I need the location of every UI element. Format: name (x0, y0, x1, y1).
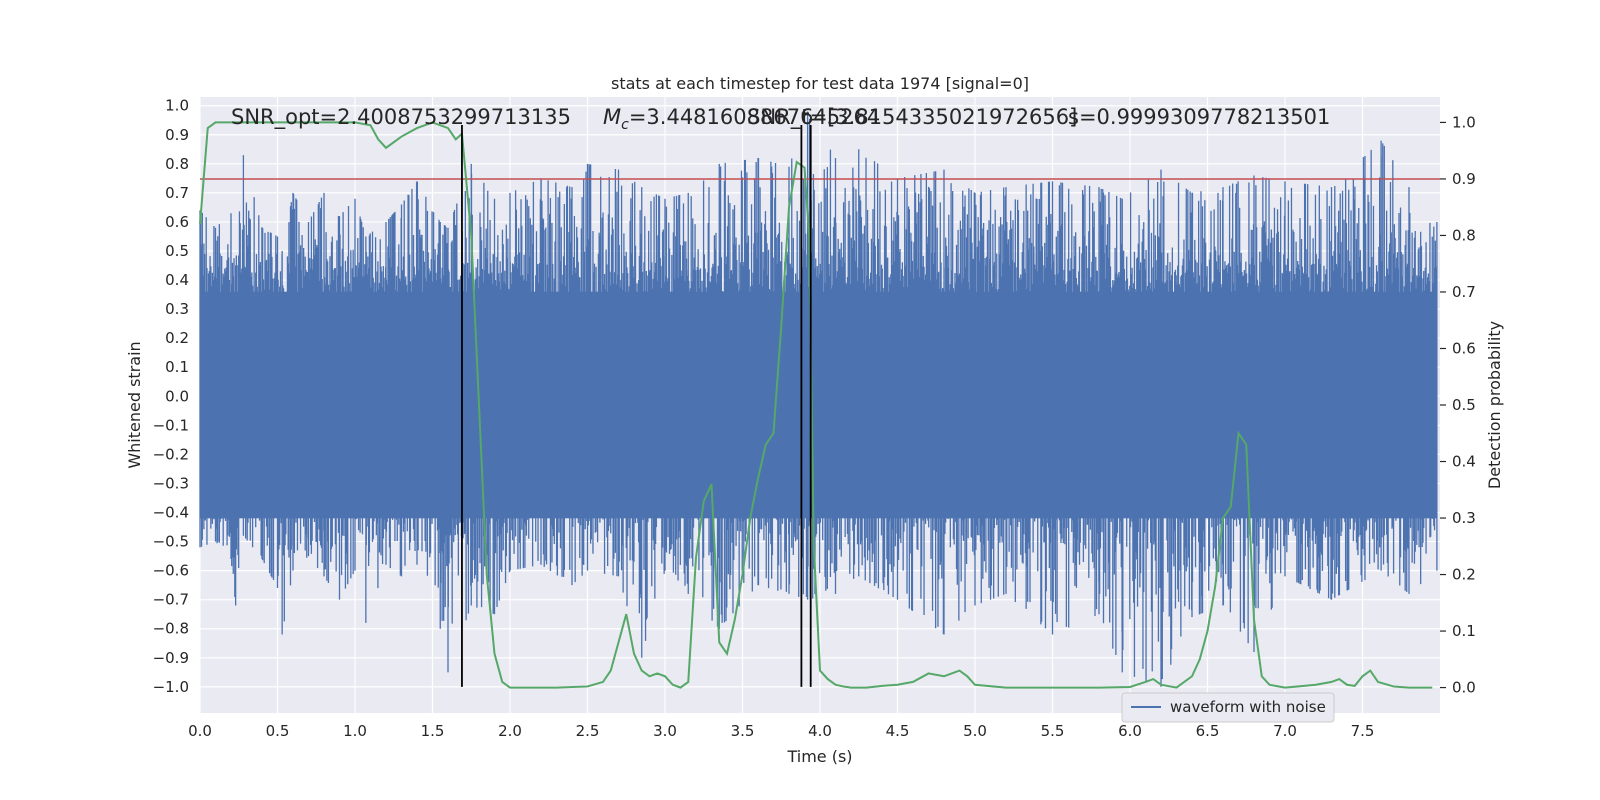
x-tick-label: 3.5 (731, 722, 755, 740)
x-axis-label: Time (s) (786, 747, 852, 766)
y-tick-label: 0.9 (165, 126, 189, 144)
y-tick-label: −0.5 (153, 533, 189, 551)
waveform-core (200, 291, 1437, 519)
y-tick-label: −0.1 (153, 416, 189, 434)
x-tick-label: 6.5 (1196, 722, 1220, 740)
y-tick-label: −1.0 (153, 678, 189, 696)
y2-tick-label: 0.1 (1452, 622, 1476, 640)
annotations: SNR_opt=2.4008753299713135 Mc=3.448160886… (231, 105, 1330, 133)
chart-title: stats at each timestep for test data 197… (611, 74, 1029, 93)
legend: waveform with noise (1121, 692, 1335, 723)
overlay (199, 121, 1440, 689)
annotation-0: SNR_opt=2.4008753299713135 (231, 105, 571, 130)
y-tick-label: −0.6 (153, 562, 189, 580)
x-tick-label: 0.5 (266, 722, 290, 740)
y-tick-label: −0.9 (153, 649, 189, 667)
x-tick-label: 0.0 (188, 722, 212, 740)
legend-label: waveform with noise (1170, 698, 1326, 716)
y-axis-right: 1.0 0.9 0.8 0.7 0.6 0.5 0.4 0.3 0.2 0.1 0.0 (1440, 113, 1476, 697)
x-tick-label: 1.0 (343, 722, 367, 740)
y-tick-label: 0.5 (165, 242, 189, 260)
y-tick-label: 0.3 (165, 300, 189, 318)
annotation-1: Mc=3.4481608867645264 (603, 105, 880, 133)
x-tick-label: 4.5 (886, 722, 910, 740)
y2-tick-label: 0.0 (1452, 679, 1476, 697)
x-axis: 0.0 0.5 1.0 1.5 2.0 2.5 3.0 3.5 4.0 4.5 5.0 5.5 6.0 6… (188, 722, 1374, 740)
y-tick-label: −0.7 (153, 591, 189, 609)
probability-line (199, 121, 1433, 689)
x-tick-label: 7.0 (1273, 722, 1297, 740)
y2-tick-label: 0.5 (1452, 396, 1476, 414)
x-tick-label: 4.0 (808, 722, 832, 740)
y2-tick-label: 0.7 (1452, 283, 1476, 301)
x-tick-label: 1.5 (421, 722, 445, 740)
y-tick-label: 0.1 (165, 358, 189, 376)
x-tick-label: 5.0 (963, 722, 987, 740)
annotation-3: s=0.9999309778213501 (1068, 105, 1330, 129)
y-tick-label: 0.6 (165, 213, 189, 231)
y2-tick-label: 0.2 (1452, 566, 1476, 584)
y-tick-label: 0.0 (165, 387, 189, 405)
x-tick-label: 5.5 (1041, 722, 1065, 740)
x-tick-label: 7.5 (1351, 722, 1375, 740)
annotation-2: SNR_t=[3.8154335021972656] (747, 105, 1077, 130)
legend-box (1121, 692, 1335, 723)
waveform-series (199, 111, 1438, 687)
x-tick-label: 6.0 (1118, 722, 1142, 740)
y-tick-label: 0.2 (165, 329, 189, 347)
y-tick-label: −0.4 (153, 504, 189, 522)
x-tick-label: 2.0 (498, 722, 522, 740)
y-axis-label: Whitened strain (125, 341, 144, 468)
y-tick-label: 0.8 (165, 155, 189, 173)
y2-tick-label: 0.9 (1452, 170, 1476, 188)
y-tick-label: −0.3 (153, 474, 189, 492)
y-tick-label: −0.2 (153, 445, 189, 463)
y-axis-left: 1.0 0.9 0.8 0.7 0.6 0.5 0.4 0.3 0.2 0.1 0.0 −0.1 −0.… (153, 97, 189, 696)
x-tick-label: 3.0 (653, 722, 677, 740)
y-tick-label: 1.0 (165, 97, 189, 115)
y-tick-label: 0.4 (165, 271, 189, 289)
x-tick-label: 2.5 (576, 722, 600, 740)
y2-tick-label: 1.0 (1452, 113, 1476, 131)
y2-tick-label: 0.3 (1452, 509, 1476, 527)
y2-axis-label: Detection probability (1485, 321, 1504, 489)
y-tick-label: −0.8 (153, 620, 189, 638)
y2-tick-label: 0.4 (1452, 453, 1476, 471)
y-tick-label: 0.7 (165, 184, 189, 202)
y2-tick-label: 0.6 (1452, 339, 1476, 357)
y2-tick-label: 0.8 (1452, 226, 1476, 244)
